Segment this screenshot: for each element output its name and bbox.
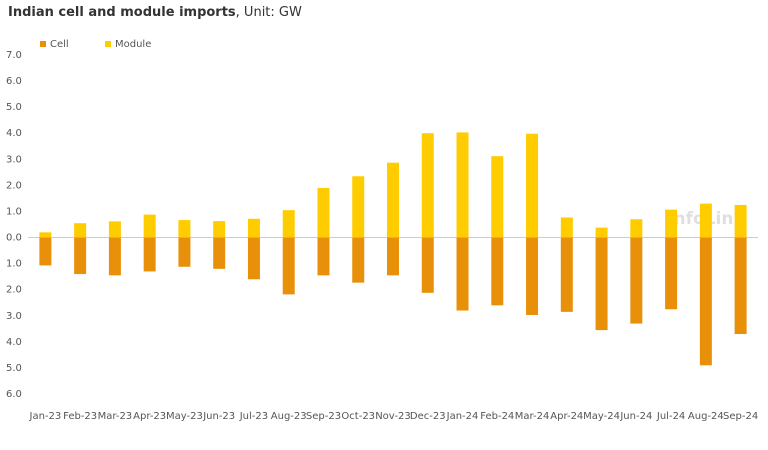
bar	[665, 209, 678, 238]
x-tick-label: Aug-24	[688, 411, 724, 422]
bar	[560, 237, 573, 312]
x-tick-label: Jul-24	[656, 411, 685, 422]
x-tick-label: Feb-23	[63, 411, 97, 422]
x-tick-label: Feb-24	[480, 411, 514, 422]
x-tick-label: Jan-23	[29, 411, 62, 422]
bar	[352, 237, 365, 283]
bar	[595, 227, 608, 238]
bar	[699, 237, 712, 366]
bar	[143, 214, 156, 238]
bar	[699, 203, 712, 238]
bar	[247, 237, 260, 280]
legend-label: Cell	[50, 39, 69, 50]
bar	[74, 223, 87, 238]
unit-label: , Unit: GW	[236, 5, 302, 20]
bar	[178, 237, 191, 267]
bar	[317, 187, 330, 238]
bar	[630, 219, 643, 238]
x-tick-label: Sep-24	[723, 411, 758, 422]
bar	[178, 220, 191, 238]
y-tick-label: 4.0	[6, 128, 22, 139]
x-tick-label: Jun-24	[619, 411, 652, 422]
y-tick-label: 3.0	[6, 154, 22, 165]
bar	[526, 237, 539, 315]
bar	[630, 237, 643, 324]
bar	[352, 176, 365, 238]
chart-title-group: Indian cell and module imports, Unit: GW	[8, 5, 302, 20]
x-tick-label: May-23	[166, 411, 203, 422]
bar	[560, 217, 573, 238]
y-tick-label: 3.0	[6, 311, 22, 322]
x-tick-label: Jun-23	[202, 411, 235, 422]
x-tick-label: Jul-23	[239, 411, 268, 422]
x-tick-label: Oct-23	[341, 411, 375, 422]
x-tick-label: Mar-23	[98, 411, 133, 422]
bar	[595, 237, 608, 331]
chart-title: Indian cell and module imports	[8, 5, 236, 20]
y-tick-label: 1.0	[6, 206, 22, 217]
y-tick-label: 0.0	[6, 233, 22, 244]
legend-swatch	[105, 41, 111, 47]
y-tick-label: 6.0	[6, 389, 22, 400]
x-tick-label: Jan-24	[446, 411, 479, 422]
bar	[39, 232, 52, 238]
bar	[491, 237, 504, 306]
bar	[108, 221, 121, 238]
x-tick-label: May-24	[583, 411, 620, 422]
legend-label: Module	[115, 39, 151, 50]
y-tick-label: 2.0	[6, 285, 22, 296]
bar	[39, 237, 52, 266]
x-tick-label: Apr-23	[133, 411, 166, 422]
bar	[282, 210, 295, 238]
bar	[143, 237, 156, 272]
y-tick-label: 1.0	[6, 259, 22, 270]
bar	[491, 156, 504, 238]
bar	[282, 237, 295, 295]
bar	[108, 237, 121, 276]
y-tick-label: 5.0	[6, 102, 22, 113]
x-tick-label: Mar-24	[515, 411, 550, 422]
bar	[74, 237, 87, 275]
bar	[213, 221, 226, 238]
bar	[387, 162, 399, 238]
bar	[456, 237, 469, 311]
x-tick-label: Dec-23	[410, 411, 446, 422]
y-tick-label: 6.0	[6, 76, 22, 87]
y-tick-label: 5.0	[6, 363, 22, 374]
legend-swatch	[40, 41, 46, 47]
bar	[247, 218, 260, 238]
x-tick-label: Apr-24	[550, 411, 583, 422]
bar	[213, 237, 226, 269]
bar	[421, 133, 434, 238]
y-tick-label: 4.0	[6, 337, 22, 348]
bar	[421, 237, 434, 293]
bar	[526, 133, 539, 238]
bar	[456, 132, 469, 238]
bar	[734, 204, 747, 238]
bar	[387, 237, 399, 276]
bar	[734, 237, 747, 335]
bar	[665, 237, 678, 310]
x-tick-label: Aug-23	[271, 411, 307, 422]
x-tick-label: Sep-23	[306, 411, 341, 422]
y-tick-label: 7.0	[6, 50, 22, 61]
x-tick-label: Nov-23	[375, 411, 411, 422]
bar	[317, 237, 330, 276]
y-tick-label: 2.0	[6, 180, 22, 191]
